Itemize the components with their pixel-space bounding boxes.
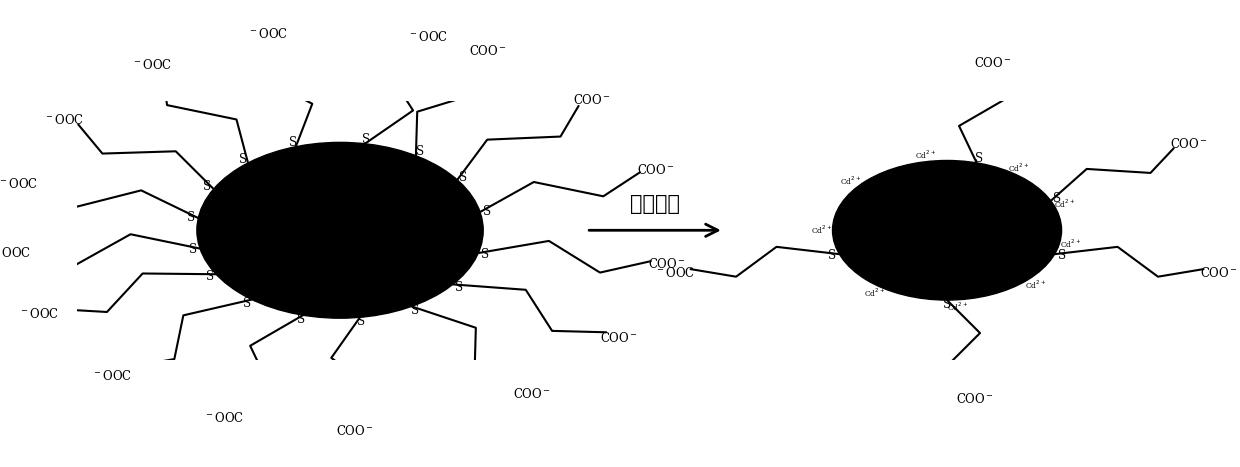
Text: S: S: [243, 297, 252, 310]
Text: $^-$OOC: $^-$OOC: [92, 369, 133, 383]
Text: S: S: [206, 270, 213, 283]
Text: S: S: [1054, 192, 1061, 205]
Text: $^-$OOC: $^-$OOC: [0, 247, 31, 261]
Text: COO$^-$: COO$^-$: [573, 93, 611, 107]
Text: $^-$OOC: $^-$OOC: [248, 28, 288, 42]
Text: Cd$^{2+}$: Cd$^{2+}$: [864, 287, 885, 299]
Text: COO$^-$: COO$^-$: [1200, 266, 1239, 280]
Text: Cd$^{2+}$: Cd$^{2+}$: [1025, 278, 1047, 290]
Text: COO$^-$: COO$^-$: [336, 424, 373, 438]
Text: $^-$OOC: $^-$OOC: [43, 113, 83, 127]
Text: COO$^-$: COO$^-$: [956, 392, 993, 406]
Text: S: S: [975, 152, 982, 165]
Text: S: S: [942, 298, 951, 311]
Text: COO$^-$: COO$^-$: [469, 44, 507, 58]
Text: S: S: [415, 146, 424, 158]
Text: S: S: [203, 180, 211, 193]
Text: S: S: [188, 243, 197, 256]
Text: COO$^-$: COO$^-$: [637, 163, 675, 177]
Text: S: S: [459, 171, 467, 184]
Text: S: S: [289, 136, 298, 149]
Text: Cd$^{2+}$: Cd$^{2+}$: [811, 224, 832, 236]
Text: 表面调控: 表面调控: [630, 194, 680, 214]
Text: Cd$^{2+}$: Cd$^{2+}$: [1054, 198, 1075, 210]
Ellipse shape: [197, 142, 484, 318]
Text: Cd$^{2+}$: Cd$^{2+}$: [1008, 162, 1029, 174]
Text: COO$^-$: COO$^-$: [973, 56, 1012, 70]
Text: $^-$OOC: $^-$OOC: [205, 411, 244, 425]
Text: S: S: [412, 304, 419, 317]
Text: Cd$^{2+}$: Cd$^{2+}$: [841, 175, 862, 187]
Text: S: S: [239, 153, 247, 166]
Text: S: S: [481, 248, 490, 261]
Text: S: S: [298, 313, 305, 326]
Text: Cd$^{2+}$: Cd$^{2+}$: [915, 149, 936, 161]
Text: S: S: [362, 133, 371, 146]
Text: $^-$OOC: $^-$OOC: [408, 30, 449, 44]
Text: $^-$OOC: $^-$OOC: [655, 266, 694, 280]
Text: S: S: [1058, 249, 1065, 262]
Text: COO$^-$: COO$^-$: [647, 257, 686, 271]
Text: S: S: [828, 249, 837, 262]
Text: COO$^-$: COO$^-$: [1169, 137, 1208, 151]
Text: S: S: [187, 211, 195, 224]
Text: $^-$OOC: $^-$OOC: [19, 307, 58, 321]
Text: Cd$^{2+}$: Cd$^{2+}$: [947, 300, 968, 312]
Text: S: S: [357, 315, 365, 328]
Text: COO$^-$: COO$^-$: [513, 387, 552, 401]
Text: S: S: [455, 281, 463, 294]
Text: COO$^-$: COO$^-$: [600, 332, 639, 346]
Text: $^-$OOC: $^-$OOC: [0, 177, 37, 191]
Text: $^-$OOC: $^-$OOC: [133, 58, 172, 72]
Text: S: S: [484, 205, 491, 218]
Ellipse shape: [832, 161, 1061, 300]
Text: Cd$^{2+}$: Cd$^{2+}$: [1060, 237, 1081, 250]
